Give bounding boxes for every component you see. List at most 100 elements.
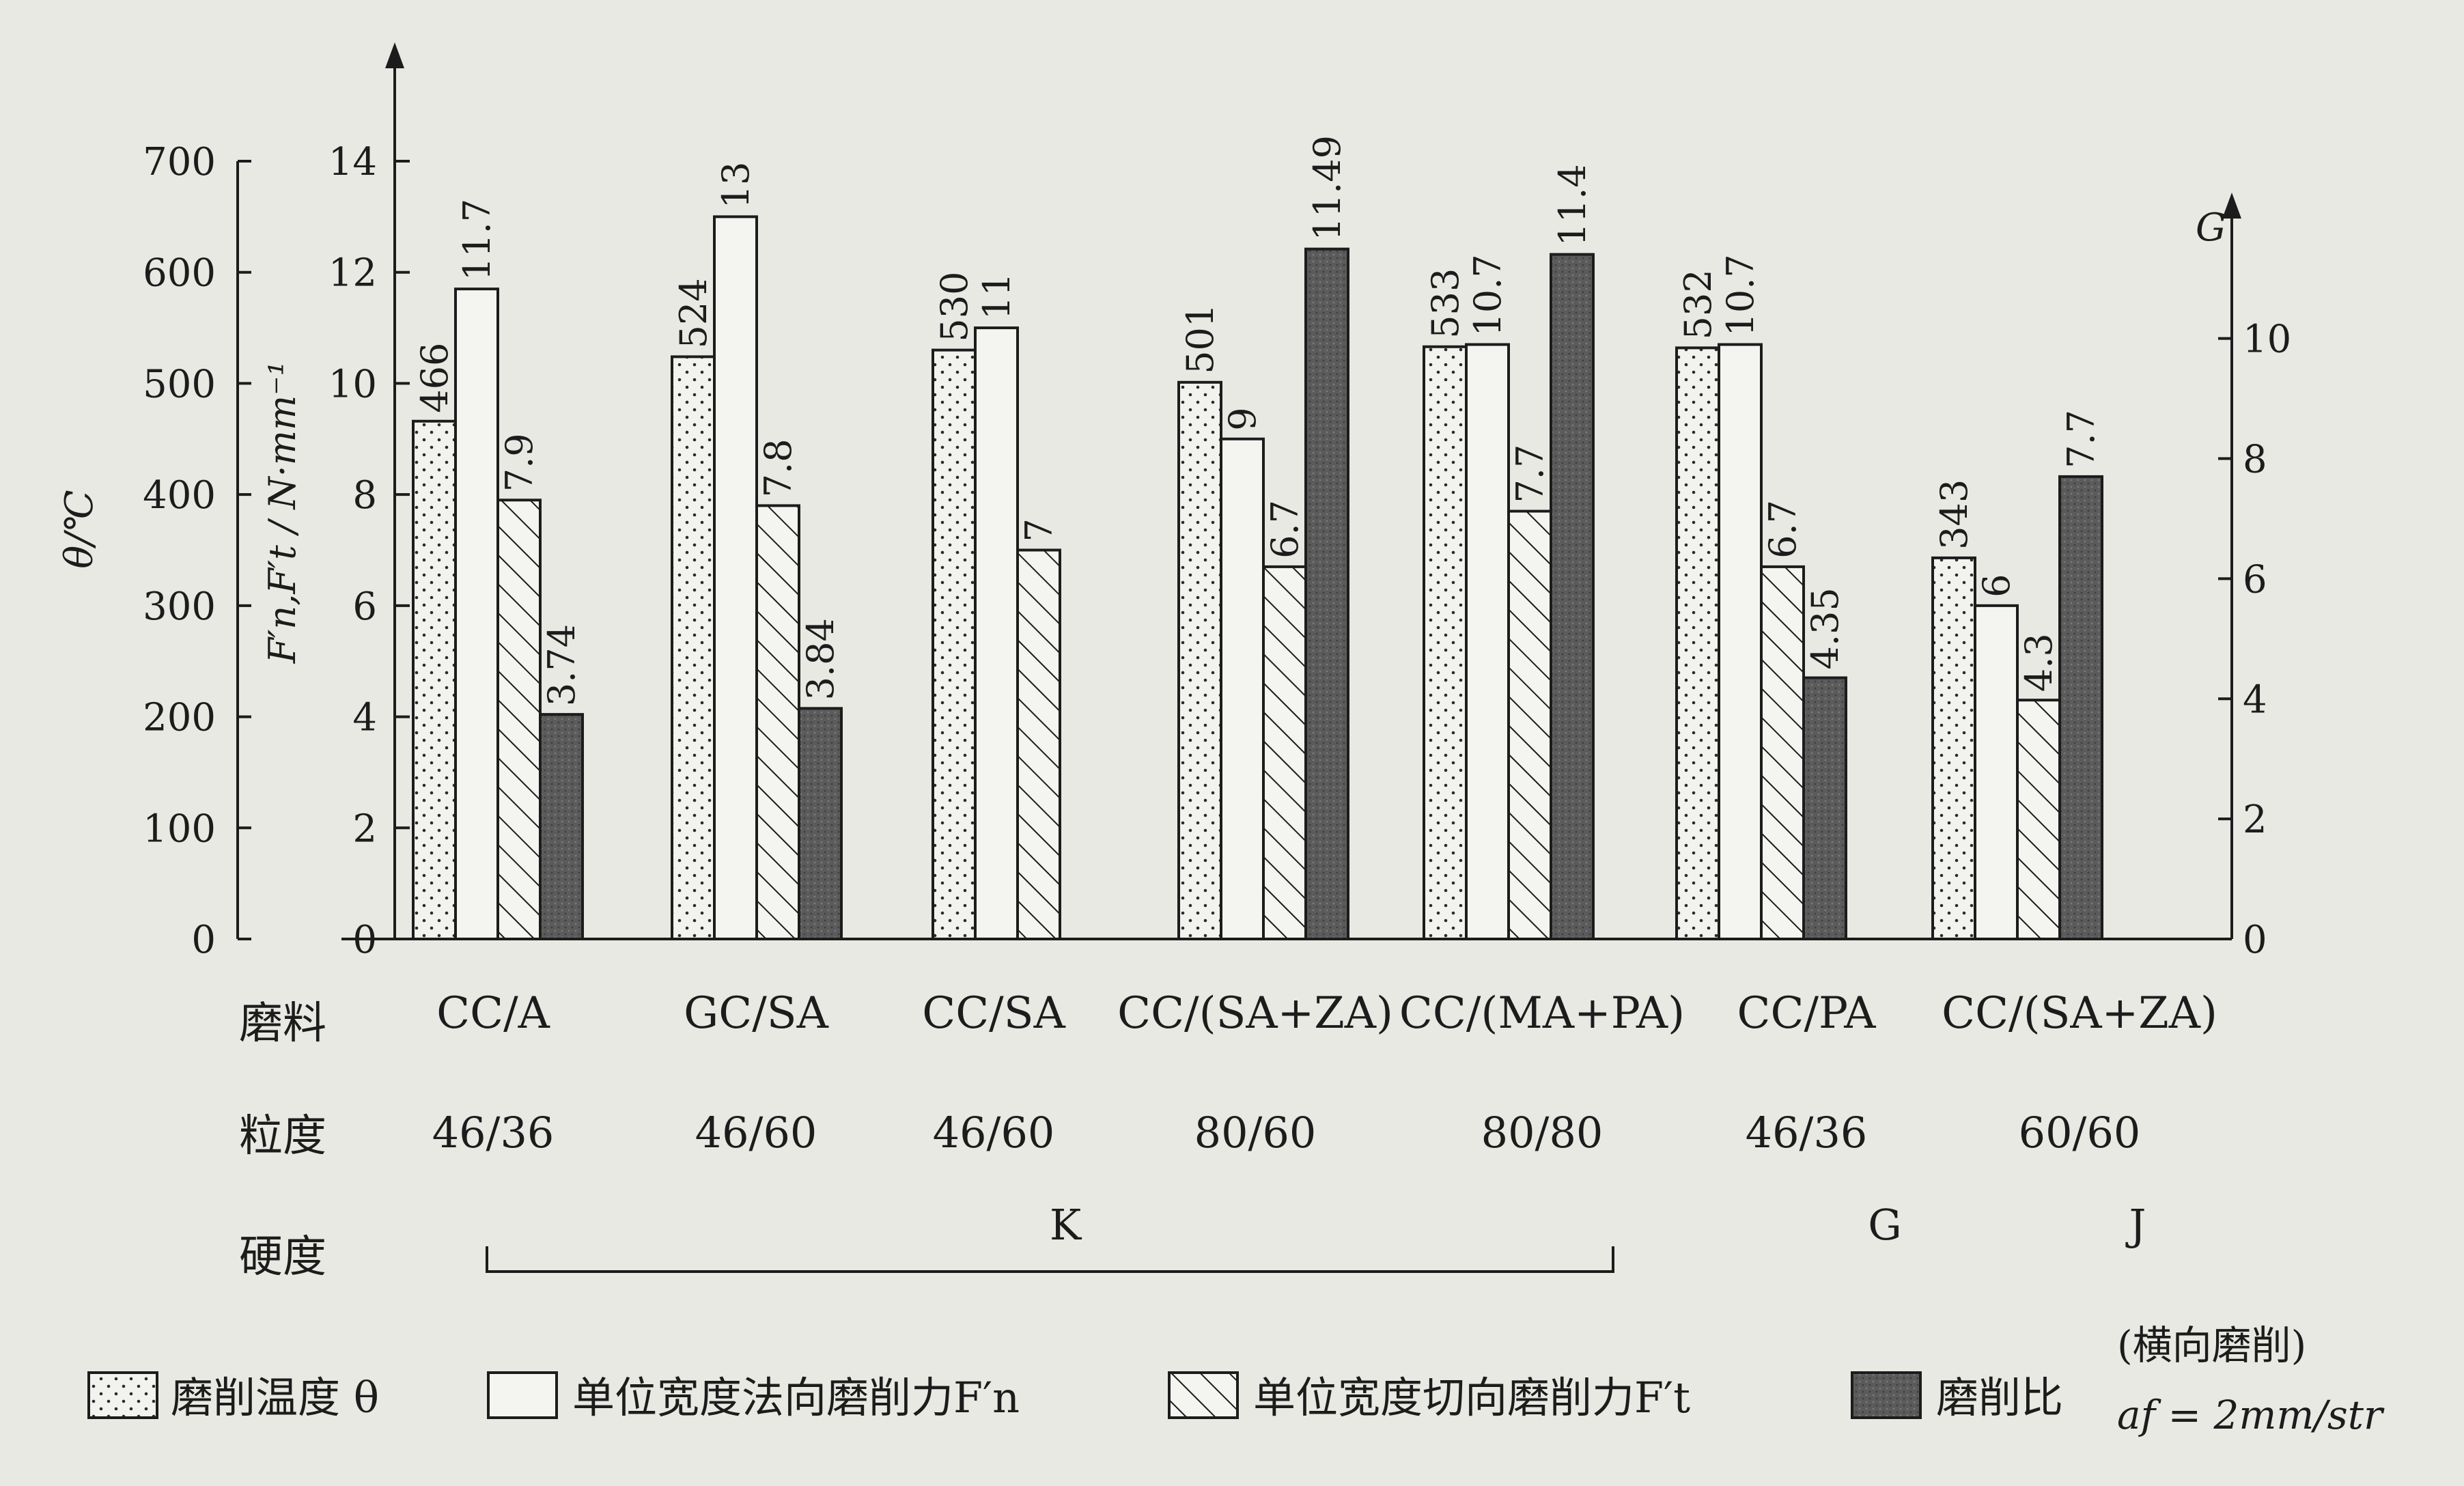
category-abrasive: CC/(SA+ZA)	[1117, 988, 1393, 1039]
bar-label-temp: 532	[1677, 269, 1720, 339]
bar-label-tangential-force: 7.8	[757, 439, 800, 498]
hardness-row: K G J	[487, 1200, 2146, 1272]
force-axis-label: F′n,F′t / N·mm⁻¹	[261, 361, 304, 664]
bar-temp	[1179, 382, 1221, 939]
temp-tick-label: 0	[191, 918, 216, 962]
bar-normal-force	[1975, 606, 2017, 939]
force-tick-label: 12	[328, 251, 377, 296]
bar-group: 53310.77.711.4	[1424, 164, 1594, 939]
force-tick-label: 8	[352, 473, 377, 518]
legend-swatch-fn	[488, 1373, 557, 1418]
temp-axis-label: θ/℃	[57, 490, 102, 568]
bar-label-grinding-ratio: 11.49	[1306, 135, 1349, 241]
force-axis-arrow	[385, 42, 404, 68]
legend-label-ft: 单位宽度切向磨削力F′t	[1253, 1373, 1690, 1422]
category-abrasive: CC/PA	[1737, 988, 1877, 1039]
bar-normal-force	[1719, 344, 1761, 939]
bar-label-normal-force: 11	[975, 272, 1018, 320]
category-abrasive: CC/A	[436, 988, 550, 1039]
category-abrasive: CC/(MA+PA)	[1399, 988, 1685, 1039]
legend-swatch-g	[1852, 1373, 1920, 1418]
bar-label-normal-force: 10.7	[1466, 254, 1509, 336]
bar-tangential-force	[1018, 550, 1060, 940]
temp-tick-label: 700	[143, 140, 216, 184]
category-grit: 60/60	[2019, 1108, 2141, 1158]
legend-label-fn: 单位宽度法向磨削力F′n	[572, 1373, 1020, 1422]
ratio-axis: 0246810 G	[2196, 193, 2291, 962]
row-label-hardness: 硬度	[239, 1232, 326, 1282]
row-label-grit: 粒度	[239, 1111, 326, 1162]
bar-label-grinding-ratio: 7.7	[2060, 410, 2103, 468]
temp-axis: 0100200300400500600700 θ/℃	[57, 140, 251, 962]
bar-label-tangential-force: 7	[1018, 518, 1061, 542]
category-grit: 46/36	[1746, 1108, 1868, 1158]
bar-tangential-force	[757, 505, 799, 939]
bar-grinding-ratio	[1306, 249, 1348, 939]
category-abrasive: GC/SA	[684, 988, 829, 1039]
force-tick-label: 4	[352, 696, 377, 740]
force-tick-label: 6	[352, 585, 377, 629]
bar-group: 53011 7	[933, 272, 1061, 939]
ratio-axis-ticks: 0246810	[2218, 318, 2291, 962]
bar-label-tangential-force: 6.7	[1263, 500, 1306, 559]
bar-label-normal-force: 11.7	[456, 199, 499, 281]
category-grit: 46/60	[933, 1108, 1055, 1158]
category-rows: 磨料 粒度 硬度 CC/A46/36GC/SA46/60CC/SA46/60CC…	[239, 988, 2217, 1282]
temp-tick-label: 200	[143, 696, 216, 740]
ratio-axis-label: G	[2196, 206, 2226, 250]
bar-label-temp: 533	[1424, 268, 1467, 339]
category-abrasive: CC/(SA+ZA)	[1942, 988, 2217, 1039]
ratio-tick-label: 4	[2243, 677, 2267, 722]
hardness-g: G	[1868, 1200, 1902, 1250]
hardness-k: K	[1050, 1200, 1082, 1250]
bar-temp	[1424, 347, 1466, 939]
legend-label-temp: 磨削温度 θ	[171, 1373, 379, 1422]
bar-label-tangential-force: 7.7	[1509, 445, 1552, 503]
bar-normal-force	[714, 216, 757, 939]
bar-label-tangential-force: 7.9	[498, 433, 541, 492]
force-axis-ticks: 02468101214	[328, 140, 410, 962]
bar-label-normal-force: 6	[1975, 574, 2018, 597]
bar-group: 46611.77.93.74	[413, 199, 583, 939]
bar-temp	[672, 356, 714, 939]
bar-label-temp: 530	[933, 272, 976, 342]
bar-label-normal-force: 10.7	[1719, 254, 1762, 336]
temp-tick-label: 600	[143, 251, 216, 296]
bar-label-temp: 466	[413, 343, 456, 413]
legend-swatch-temp	[89, 1373, 157, 1418]
ratio-tick-label: 8	[2243, 438, 2267, 482]
bar-grinding-ratio	[2060, 477, 2102, 939]
force-tick-label: 10	[328, 362, 377, 406]
temp-tick-label: 100	[143, 807, 216, 851]
legend-label-g: 磨削比	[1936, 1373, 2063, 1422]
ratio-tick-label: 10	[2243, 318, 2291, 362]
bar-group: 53210.76.74.35	[1677, 254, 1847, 939]
bar-label-temp: 501	[1179, 304, 1222, 374]
bar-tangential-force	[1509, 511, 1551, 939]
bar-group: 524137.83.84	[672, 162, 842, 939]
hardness-j: J	[2125, 1200, 2146, 1250]
bar-temp	[1933, 558, 1975, 939]
bar-grinding-ratio	[540, 714, 583, 939]
bar-label-grinding-ratio: 3.84	[799, 618, 842, 700]
bar-tangential-force	[1761, 567, 1804, 939]
bar-label-tangential-force: 6.7	[1761, 500, 1804, 559]
force-tick-label: 14	[328, 140, 377, 184]
legend-note-line1: (横向磨削)	[2117, 1322, 2306, 1369]
bar-temp	[933, 350, 975, 939]
ratio-tick-label: 0	[2243, 918, 2267, 962]
bar-tangential-force	[2017, 700, 2060, 939]
category-grit: 80/60	[1194, 1108, 1317, 1158]
bar-normal-force	[1221, 439, 1263, 939]
bar-group: 34364.37.7	[1933, 410, 2103, 939]
bar-label-normal-force: 13	[714, 162, 757, 209]
ratio-tick-label: 6	[2243, 557, 2267, 602]
bar-group: 50196.711.49	[1179, 135, 1349, 939]
force-axis: 02468101214 F′n,F′t / N·mm⁻¹	[261, 42, 410, 962]
bar-normal-force	[1466, 344, 1509, 939]
temp-tick-label: 500	[143, 362, 216, 406]
bar-temp	[1677, 348, 1719, 939]
legend: 磨削温度 θ 单位宽度法向磨削力F′n 单位宽度切向磨削力F′t 磨削比 (横向…	[89, 1322, 2385, 1438]
category-abrasive: CC/SA	[922, 988, 1065, 1039]
